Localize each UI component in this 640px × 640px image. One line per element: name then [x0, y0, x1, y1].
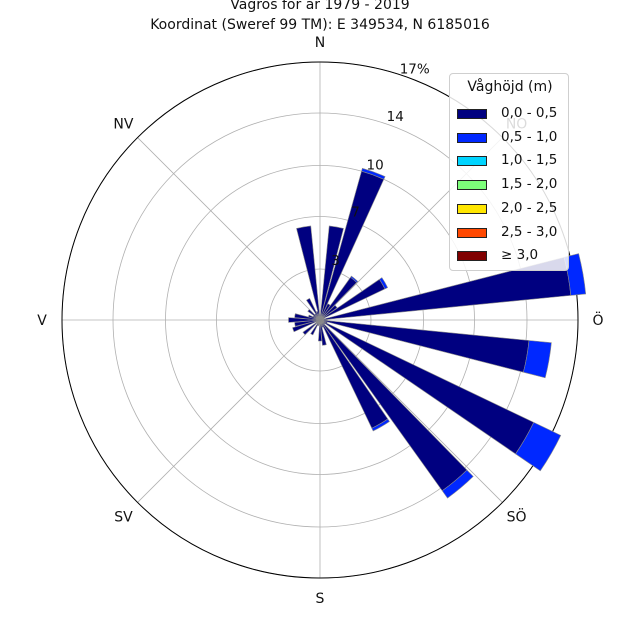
chart-subtitle: Koordinat (Sweref 99 TM): E 349534, N 61… [150, 17, 490, 33]
sector-bar [292, 319, 321, 333]
sector-bar [306, 297, 321, 321]
sector-bar [296, 225, 321, 321]
direction-label: NV [113, 116, 133, 132]
legend-label: 2,0 - 2,5 [501, 199, 558, 216]
sector-bar [515, 422, 562, 472]
sector-bar [319, 319, 327, 346]
legend-entry: 1,5 - 2,0 [457, 176, 567, 196]
legend: Våghöjd (m) 0,0 - 0,5 0,5 - 1,0 1,0 - 1,5 1… [449, 73, 569, 271]
legend-entry: 1,0 - 1,5 [457, 152, 567, 172]
sector-bar [294, 319, 321, 327]
legend-label: 1,5 - 2,0 [501, 176, 558, 193]
sector-bar [319, 225, 344, 321]
legend-swatch [457, 156, 487, 167]
legend-swatch [457, 109, 487, 119]
direction-label: V [37, 313, 47, 329]
direction-label: SÖ [507, 508, 527, 526]
legend-swatch [457, 180, 487, 191]
legend-label: 0,0 - 0,5 [501, 105, 558, 121]
polar-frame [61, 61, 579, 579]
sector-bar [371, 418, 390, 432]
ring-gridline [268, 268, 372, 372]
radial-tick-label: 7 [351, 204, 360, 220]
radial-tick-label: 3 [331, 253, 340, 269]
legend-label: ≥ 3,0 [501, 247, 539, 264]
direction-label: SV [114, 510, 133, 526]
sector-bar [302, 319, 321, 336]
legend-label: 1,0 - 1,5 [501, 152, 558, 169]
legend-entry: 2,5 - 3,0 [457, 224, 567, 244]
legend-entry: 0,5 - 1,0 [457, 129, 567, 149]
legend-swatch [457, 251, 487, 262]
legend-swatch [457, 132, 487, 143]
sector-bar [361, 167, 386, 180]
ring-gridline [165, 165, 475, 475]
legend-title: Våghöjd (m) [467, 79, 553, 95]
sector-bar [319, 319, 530, 373]
sector-bar [319, 304, 338, 321]
radial-tick-label: 10 [367, 157, 384, 173]
legend-label: 2,5 - 3,0 [501, 223, 558, 240]
sector-bar [350, 275, 359, 283]
direction-label: S [316, 591, 325, 607]
rose-sectors [288, 167, 587, 499]
sector-bar [307, 309, 321, 321]
sector-bar [378, 277, 389, 290]
sector-bar [523, 340, 552, 379]
sector-bar [441, 469, 474, 499]
radial-tick-label: 17% [400, 62, 430, 78]
ring-gridline [112, 112, 528, 528]
radial-tick-label: 14 [387, 109, 404, 125]
legend-label: 0,5 - 1,0 [501, 128, 558, 145]
sector-bar [288, 317, 321, 323]
legend-swatch [457, 227, 487, 238]
direction-label: N [315, 35, 325, 51]
legend-entry: 2,0 - 2,5 [457, 200, 567, 220]
spoke-gridline [137, 319, 321, 503]
legend-entry: ≥ 3,0 [457, 247, 567, 267]
direction-label: Ö [592, 311, 603, 329]
chart-title: Vågros för år 1979 - 2019 [230, 0, 410, 13]
spoke-gridline [137, 137, 321, 321]
spoke-gridline [319, 319, 503, 503]
legend-swatch [457, 203, 487, 214]
sector-bar [318, 319, 322, 342]
legend-entry: 0,0 - 0,5 [457, 105, 567, 125]
ring-gridline [216, 216, 424, 424]
